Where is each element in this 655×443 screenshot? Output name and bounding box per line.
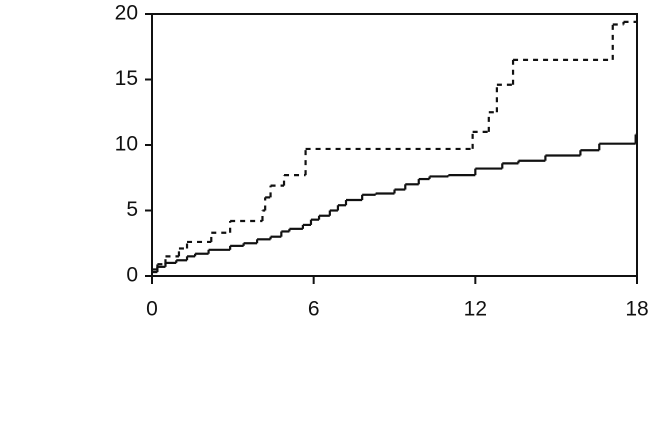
x-tick-label: 6 xyxy=(308,298,320,321)
x-tick-label: 12 xyxy=(464,298,487,321)
y-tick-label: 15 xyxy=(115,67,138,90)
y-tick-label: 10 xyxy=(115,133,138,156)
y-tick-label: 0 xyxy=(126,264,138,287)
y-tick-label: 5 xyxy=(126,198,138,221)
plot-frame xyxy=(151,13,638,277)
x-tick-label: 18 xyxy=(625,298,648,321)
y-tick-label: 20 xyxy=(115,2,138,25)
x-tick-label: 0 xyxy=(146,298,158,321)
